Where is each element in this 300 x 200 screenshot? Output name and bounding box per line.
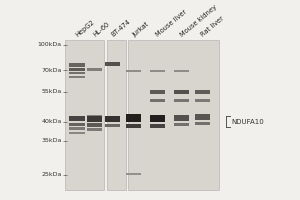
- Text: 25kDa: 25kDa: [41, 172, 62, 177]
- Text: 40kDa: 40kDa: [41, 119, 62, 124]
- Text: HL-60: HL-60: [92, 21, 111, 38]
- Bar: [69, 127, 85, 130]
- Bar: [174, 115, 189, 121]
- Text: 55kDa: 55kDa: [42, 89, 62, 94]
- Bar: [126, 70, 141, 72]
- Bar: [195, 90, 210, 94]
- Text: HepG2: HepG2: [74, 18, 96, 38]
- Bar: [105, 116, 120, 122]
- Bar: [87, 123, 102, 127]
- Bar: [107, 40, 126, 190]
- Bar: [174, 70, 189, 72]
- Text: BT-474: BT-474: [110, 18, 132, 38]
- Bar: [174, 99, 189, 102]
- Bar: [87, 128, 102, 131]
- Bar: [126, 173, 141, 175]
- Bar: [126, 124, 141, 128]
- Text: 100kDa: 100kDa: [38, 42, 62, 47]
- Text: Mouse kidney: Mouse kidney: [179, 3, 218, 38]
- Bar: [69, 123, 85, 126]
- Bar: [174, 123, 189, 126]
- Bar: [69, 68, 85, 71]
- Text: Mouse liver: Mouse liver: [155, 8, 188, 38]
- Text: Rat liver: Rat liver: [200, 15, 225, 38]
- Bar: [150, 90, 165, 94]
- Bar: [195, 99, 210, 102]
- Text: 35kDa: 35kDa: [41, 138, 62, 143]
- Bar: [128, 40, 219, 190]
- Bar: [195, 114, 210, 120]
- Bar: [150, 99, 165, 102]
- Bar: [105, 62, 120, 66]
- Bar: [195, 122, 210, 125]
- Bar: [126, 114, 141, 122]
- Text: Jurkat: Jurkat: [131, 21, 150, 38]
- Bar: [69, 116, 85, 121]
- Text: 70kDa: 70kDa: [41, 68, 62, 73]
- Bar: [150, 124, 165, 128]
- Bar: [69, 132, 85, 134]
- Bar: [150, 70, 165, 72]
- Bar: [87, 115, 102, 117]
- Bar: [69, 76, 85, 78]
- Bar: [105, 124, 120, 127]
- Bar: [69, 63, 85, 67]
- Bar: [150, 115, 165, 122]
- Bar: [69, 72, 85, 74]
- Bar: [87, 68, 102, 71]
- Bar: [87, 116, 102, 122]
- Bar: [174, 90, 189, 94]
- Text: NDUFA10: NDUFA10: [232, 119, 264, 125]
- Bar: [65, 40, 104, 190]
